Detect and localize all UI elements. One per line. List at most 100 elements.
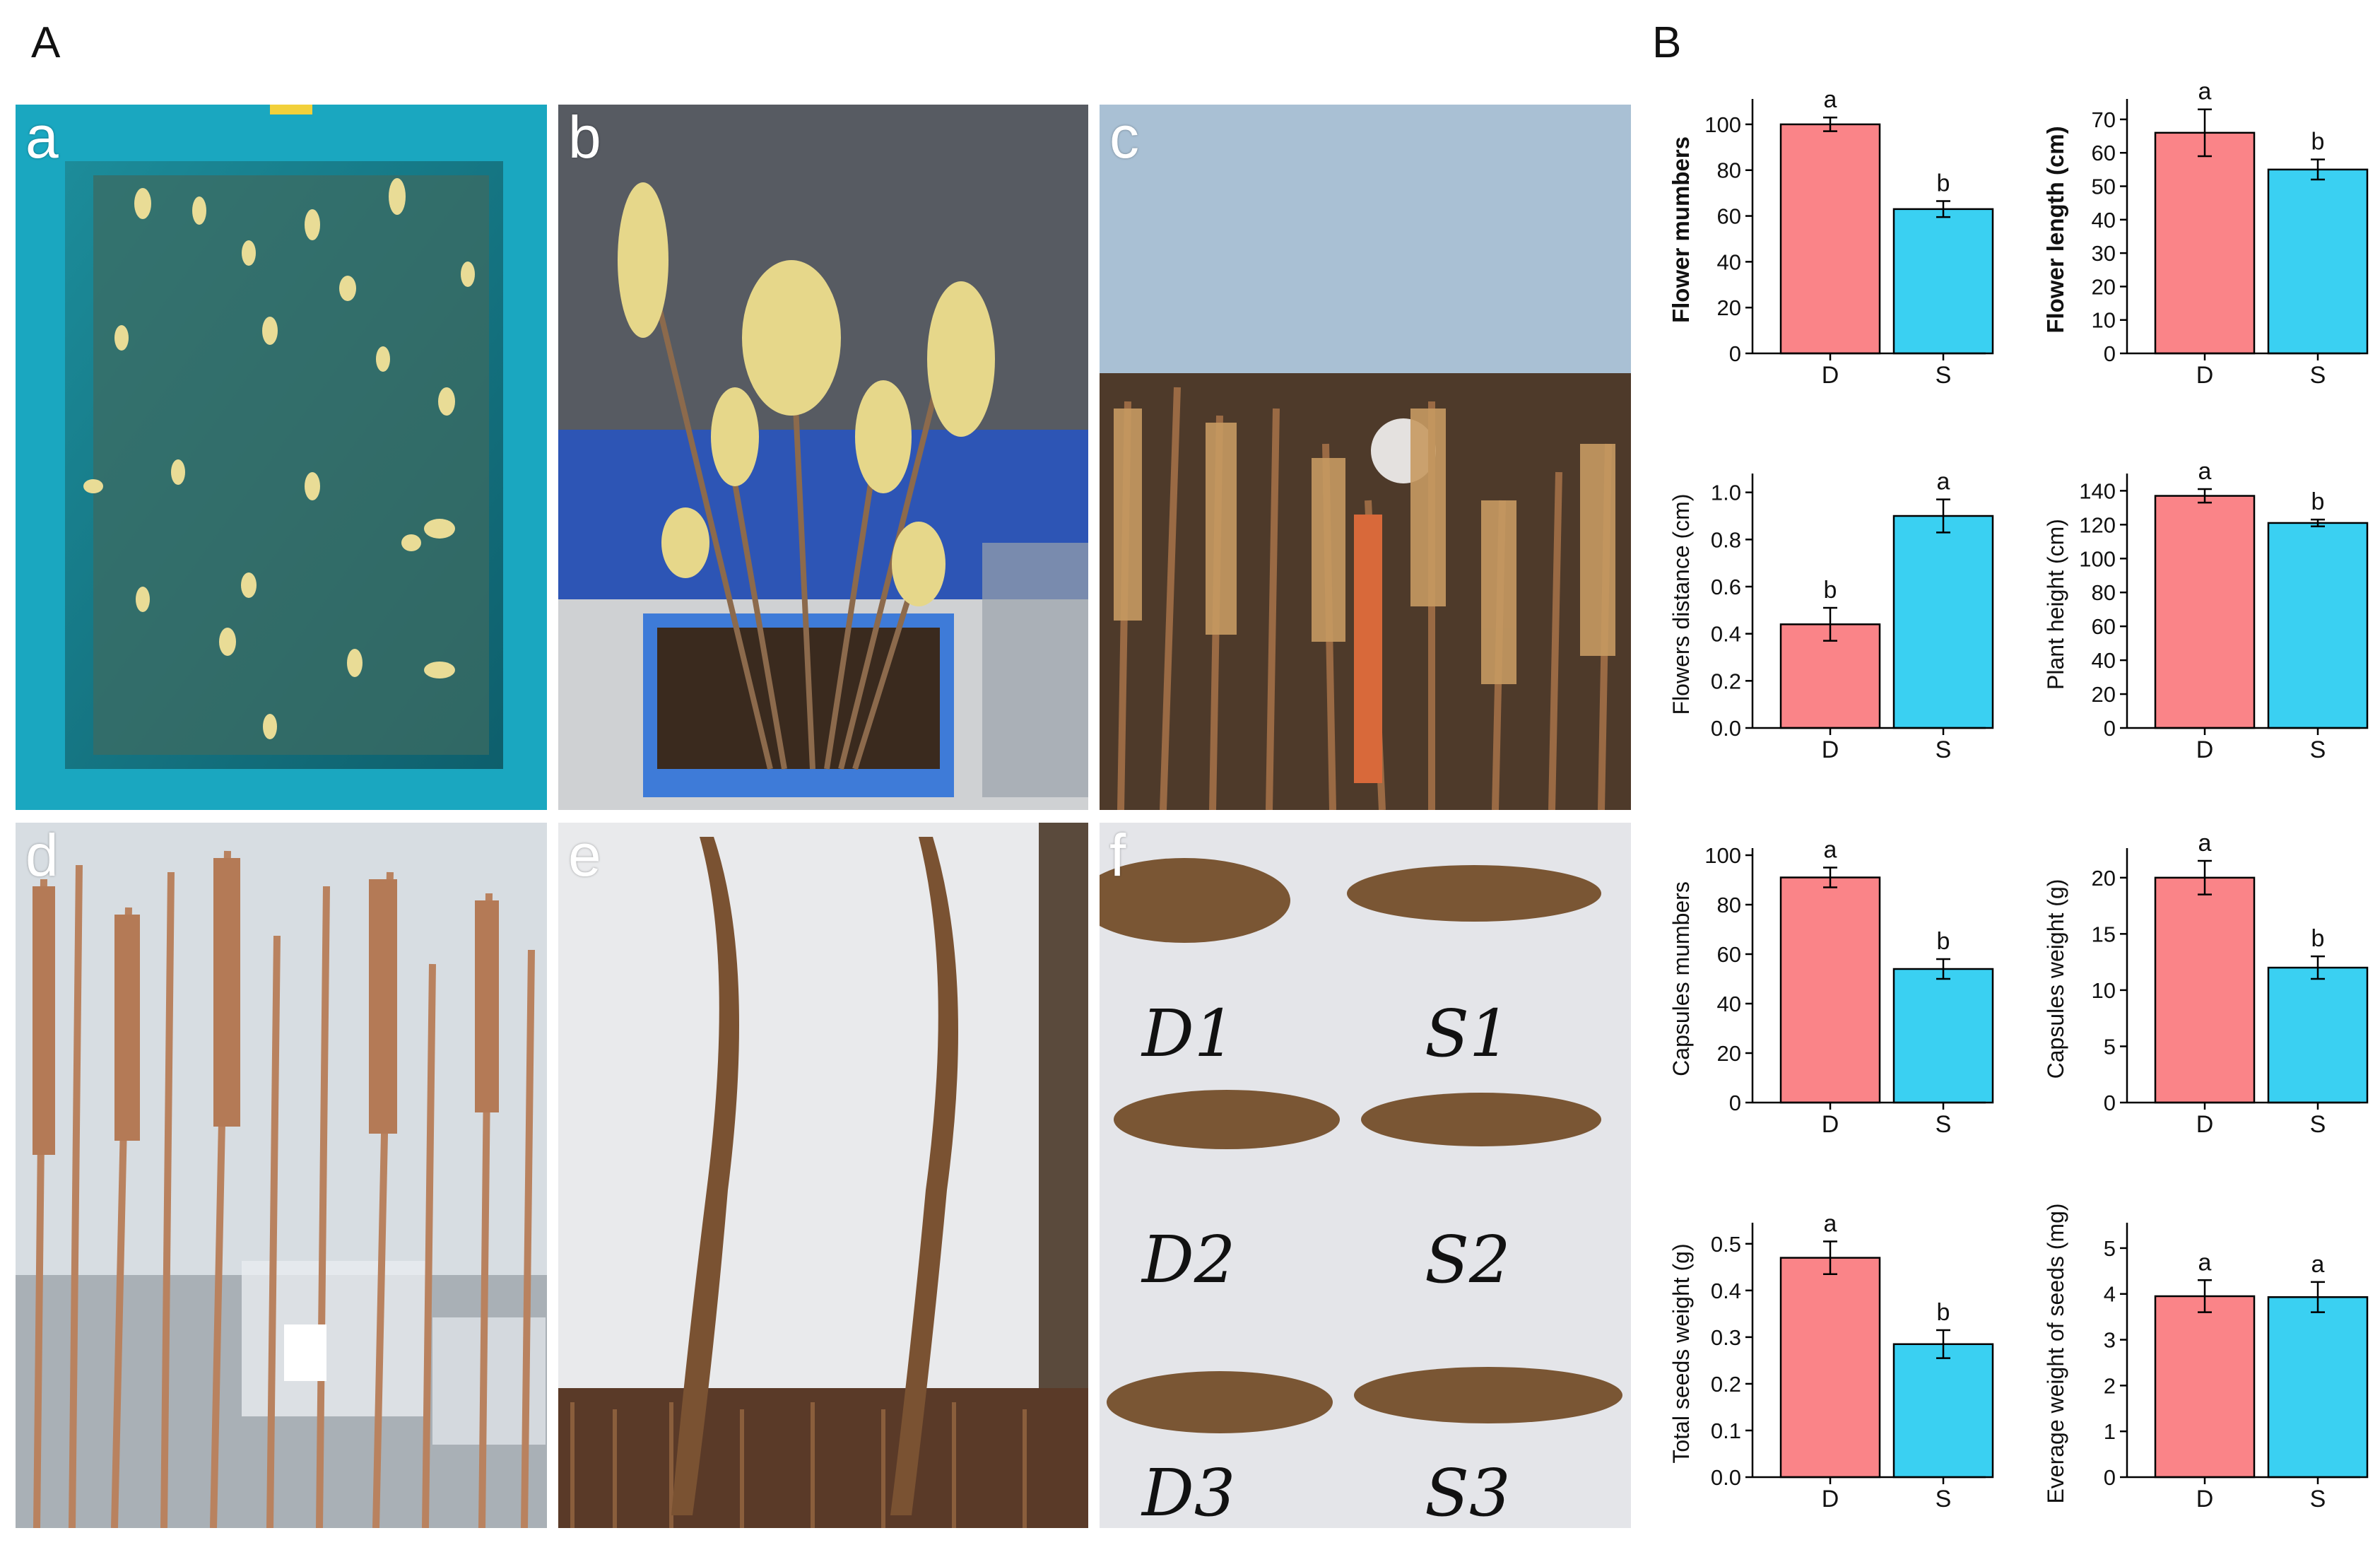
bar-d bbox=[1779, 123, 1881, 355]
error-bar-d bbox=[2198, 108, 2212, 158]
error-bar-s bbox=[2311, 158, 2325, 181]
photo-f-tag-d3: D3 bbox=[1141, 1455, 1235, 1528]
photo-e-two-stalks: e bbox=[558, 823, 1088, 1528]
y-tick-label: 20 bbox=[1717, 295, 1741, 320]
x-tick-label-d: D bbox=[2196, 362, 2214, 389]
y-tick-label: 0.2 bbox=[1711, 1372, 1741, 1397]
photo-b-label: b bbox=[568, 105, 601, 170]
significance-letter-s: b bbox=[1937, 1299, 1950, 1326]
significance-letter-d: a bbox=[1824, 86, 1837, 113]
x-tick-label-s: S bbox=[2310, 1111, 2326, 1138]
error-bar-d bbox=[2198, 859, 2212, 895]
panel-b-label: B bbox=[1652, 18, 1682, 67]
y-tick-label: 0.4 bbox=[1711, 622, 1741, 647]
y-tick-label: 0 bbox=[2104, 1091, 2116, 1115]
x-tick-label-s: S bbox=[2310, 362, 2326, 389]
y-tick-label: 40 bbox=[1717, 992, 1741, 1016]
photo-f-tag-s1: S1 bbox=[1425, 996, 1511, 1071]
y-tick-label: 0.4 bbox=[1711, 1279, 1741, 1303]
photo-f-tag-d1: D1 bbox=[1141, 996, 1235, 1071]
x-tick-label-d: D bbox=[2196, 1111, 2214, 1138]
photo-e-label: e bbox=[568, 823, 601, 888]
y-axis-label: Everage weight of seeds (mg) bbox=[2043, 1203, 2068, 1503]
photo-f-label: f bbox=[1109, 823, 1126, 888]
error-bar-d bbox=[1823, 606, 1837, 642]
x-tick-label-s: S bbox=[2310, 736, 2326, 763]
y-tick-label: 0.0 bbox=[1711, 716, 1741, 741]
y-axis-label: Plant height (cm) bbox=[2043, 519, 2068, 690]
error-bar-d bbox=[1823, 116, 1837, 132]
y-tick-label: 0.2 bbox=[1711, 669, 1741, 693]
y-tick-label: 1.0 bbox=[1711, 481, 1741, 505]
photo-d-capsule-stalks: d bbox=[16, 823, 547, 1528]
y-axis-label: Total seeds weight (g) bbox=[1668, 1243, 1694, 1463]
significance-letter-d: a bbox=[2198, 1249, 2212, 1276]
bar-s bbox=[2267, 522, 2369, 729]
chart-svg: a Db S 0 20 40 60 80 100 Capsules mumbers bbox=[1668, 837, 1994, 1138]
bar-d bbox=[2154, 876, 2256, 1104]
bar-d bbox=[2154, 131, 2256, 355]
x-tick-label-s: S bbox=[2310, 1486, 2326, 1512]
significance-letter-s: a bbox=[2311, 1251, 2325, 1278]
x-tick-label-s: S bbox=[1936, 362, 1952, 389]
significance-letter-s: b bbox=[1937, 170, 1950, 196]
y-tick-label: 140 bbox=[2079, 478, 2116, 503]
error-bar-s bbox=[1936, 200, 1950, 218]
bar-d bbox=[1779, 876, 1881, 1104]
photo-d-label: d bbox=[25, 823, 59, 888]
y-tick-label: 1 bbox=[2104, 1419, 2116, 1444]
bar-d bbox=[2154, 495, 2256, 729]
error-bar-d bbox=[1823, 867, 1837, 888]
error-bar-d bbox=[2198, 1279, 2212, 1313]
significance-letter-s: a bbox=[1937, 469, 1950, 495]
photo-c-greenhouse-stalks: c bbox=[1100, 105, 1631, 810]
y-tick-label: 10 bbox=[2092, 978, 2116, 1003]
y-tick-label: 20 bbox=[2092, 682, 2116, 707]
error-bar-s bbox=[2311, 518, 2325, 527]
y-tick-label: 0.3 bbox=[1711, 1325, 1741, 1350]
y-axis-label: Flower mumbers bbox=[1668, 136, 1694, 323]
significance-letter-d: a bbox=[2198, 458, 2212, 485]
y-tick-label: 20 bbox=[2092, 866, 2116, 891]
significance-letter-s: b bbox=[2311, 925, 2325, 952]
error-bar-d bbox=[1823, 1240, 1837, 1275]
y-tick-label: 100 bbox=[1704, 843, 1741, 868]
y-tick-label: 10 bbox=[2092, 308, 2116, 333]
y-tick-label: 2 bbox=[2104, 1373, 2116, 1398]
bar-s bbox=[2267, 966, 2369, 1104]
photo-f-tag-s2: S2 bbox=[1425, 1222, 1511, 1298]
significance-letter-d: a bbox=[1824, 1211, 1837, 1238]
y-tick-label: 0 bbox=[2104, 341, 2116, 366]
significance-letter-d: b bbox=[1824, 577, 1837, 604]
y-tick-label: 40 bbox=[2092, 208, 2116, 233]
bar-d bbox=[1779, 1257, 1881, 1479]
chart-svg: a Da S 0 1 2 3 4 5 Everage weight of seeds (mg) bbox=[2043, 1203, 2369, 1512]
x-tick-label-s: S bbox=[1936, 1111, 1952, 1138]
error-bar-s bbox=[2311, 955, 2325, 980]
x-tick-label-d: D bbox=[1822, 362, 1839, 389]
y-tick-label: 5 bbox=[2104, 1236, 2116, 1261]
y-axis-label: Capsules weight (g) bbox=[2043, 879, 2068, 1079]
photo-a-soil-sprouts: a bbox=[16, 105, 547, 810]
error-bar-d bbox=[2198, 488, 2212, 504]
error-bar-s bbox=[1936, 958, 1950, 980]
y-tick-label: 15 bbox=[2092, 922, 2116, 946]
y-tick-label: 60 bbox=[1717, 204, 1741, 229]
y-tick-label: 60 bbox=[2092, 614, 2116, 639]
chart-svg: a Db S 0 10 20 30 40 50 60 70 Flower length (cm) bbox=[2042, 78, 2369, 389]
y-tick-label: 60 bbox=[2092, 141, 2116, 165]
y-tick-label: 20 bbox=[2092, 274, 2116, 299]
y-tick-label: 0 bbox=[1729, 1091, 1741, 1115]
y-tick-label: 80 bbox=[2092, 580, 2116, 605]
bar-s bbox=[2267, 1296, 2369, 1479]
significance-letter-d: a bbox=[2198, 78, 2212, 105]
chart-svg: b Da S 0.0 0.2 0.4 0.6 0.8 1.0 Flowers distance (… bbox=[1668, 469, 1994, 763]
error-bar-s bbox=[2311, 1281, 2325, 1313]
bar-s bbox=[2267, 168, 2369, 355]
y-tick-label: 0.8 bbox=[1711, 527, 1741, 552]
significance-letter-d: a bbox=[2198, 830, 2212, 857]
